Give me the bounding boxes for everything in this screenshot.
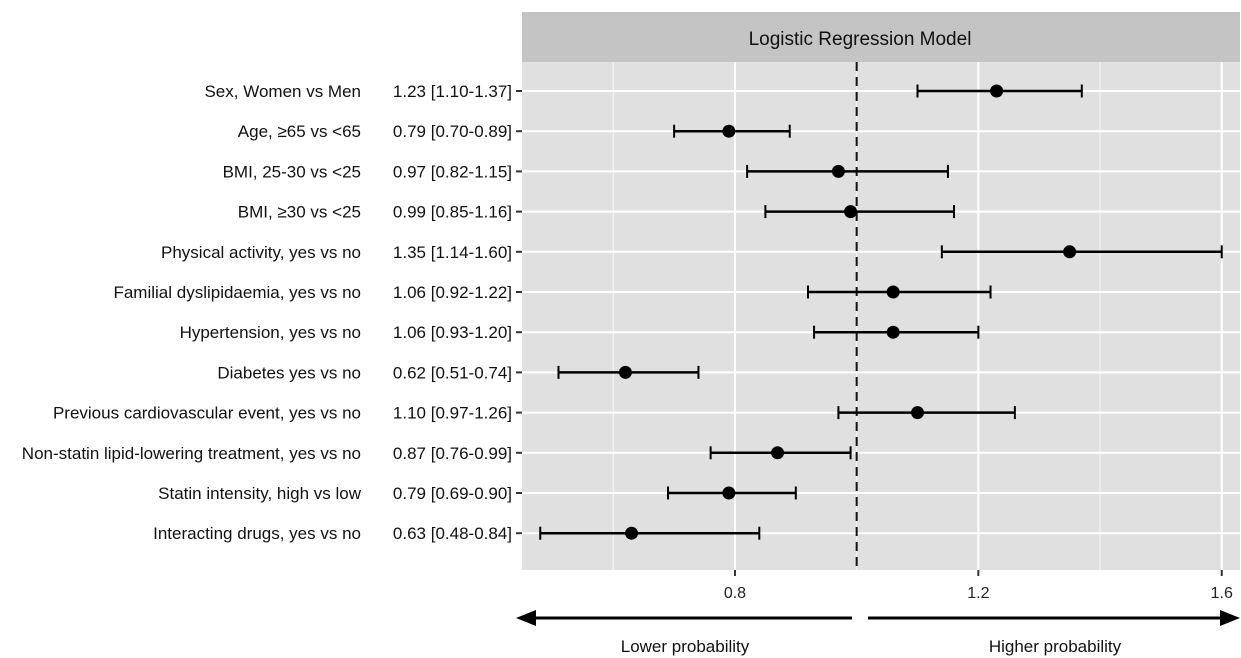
chart-title: Logistic Regression Model — [749, 29, 972, 50]
forest-row: Age, ≥65 vs <65 0.79 [0.70-0.89] — [238, 122, 791, 141]
forest-row: Previous cardiovascular event, yes vs no… — [53, 404, 1016, 423]
lower-probability-label: Lower probability — [621, 637, 750, 656]
forest-row: BMI, ≥30 vs <25 0.99 [0.85-1.16] — [238, 203, 956, 222]
row-label: Non-statin lipid-lowering treatment, yes… — [22, 444, 361, 463]
point-estimate — [911, 406, 925, 420]
forest-row: BMI, 25-30 vs <25 0.97 [0.82-1.15] — [223, 162, 949, 181]
higher-arrowhead — [1220, 610, 1240, 626]
plot-panel — [522, 62, 1240, 570]
estimate-ci-label: 0.79 [0.70-0.89] — [393, 122, 512, 141]
estimate-ci-label: 0.79 [0.69-0.90] — [393, 484, 512, 503]
row-label: Statin intensity, high vs low — [158, 484, 362, 503]
estimate-ci-label: 1.06 [0.93-1.20] — [393, 323, 512, 342]
row-label: BMI, 25-30 vs <25 — [223, 162, 361, 181]
point-estimate — [722, 486, 736, 500]
row-label: Physical activity, yes vs no — [161, 243, 361, 262]
point-estimate — [625, 526, 639, 540]
row-label: Interacting drugs, yes vs no — [153, 524, 361, 543]
estimate-ci-label: 1.10 [0.97-1.26] — [393, 404, 512, 423]
estimate-ci-label: 1.23 [1.10-1.37] — [393, 82, 512, 101]
forest-row: Statin intensity, high vs low 0.79 [0.69-… — [158, 484, 797, 503]
estimate-ci-label: 0.63 [0.48-0.84] — [393, 524, 512, 543]
panel-strip — [522, 12, 1240, 62]
point-estimate — [886, 325, 900, 339]
point-estimate — [990, 84, 1004, 98]
x-tick-label: 1.6 — [1211, 585, 1233, 602]
forest-row: Diabetes yes vs no 0.62 [0.51-0.74] — [217, 363, 700, 382]
row-label: BMI, ≥30 vs <25 — [238, 203, 361, 222]
row-label: Age, ≥65 vs <65 — [238, 122, 361, 141]
forest-row: Interacting drugs, yes vs no 0.63 [0.48-0… — [153, 524, 761, 543]
direction-arrows: Lower probability Higher probability — [516, 610, 1240, 656]
estimate-ci-label: 0.87 [0.76-0.99] — [393, 444, 512, 463]
point-estimate — [1063, 245, 1077, 259]
forest-row: Non-statin lipid-lowering treatment, yes… — [22, 444, 852, 463]
row-label: Sex, Women vs Men — [204, 82, 361, 101]
forest-row: Hypertension, yes vs no 1.06 [0.93-1.20] — [180, 323, 980, 342]
lower-arrowhead — [516, 610, 536, 626]
point-estimate — [722, 124, 736, 138]
row-label: Previous cardiovascular event, yes vs no — [53, 404, 361, 423]
point-estimate — [771, 446, 785, 460]
estimate-ci-label: 0.62 [0.51-0.74] — [393, 363, 512, 382]
point-estimate — [844, 205, 858, 219]
forest-row: Sex, Women vs Men 1.23 [1.10-1.37] — [204, 82, 1083, 101]
x-tick-label: 1.2 — [967, 585, 989, 602]
forest-row: Familial dyslipidaemia, yes vs no 1.06 [0… — [113, 283, 992, 302]
row-label: Diabetes yes vs no — [217, 363, 361, 382]
higher-probability-label: Higher probability — [989, 637, 1122, 656]
x-axis: 0.8 1.2 1.6 — [724, 570, 1233, 602]
row-label: Hypertension, yes vs no — [180, 323, 361, 342]
point-estimate — [886, 285, 900, 299]
estimate-ci-label: 1.06 [0.92-1.22] — [393, 283, 512, 302]
point-estimate — [618, 365, 632, 379]
x-tick-label: 0.8 — [724, 585, 746, 602]
point-estimate — [831, 164, 845, 178]
forest-rows: Sex, Women vs Men 1.23 [1.10-1.37] Age, ≥6… — [22, 82, 1223, 543]
estimate-ci-label: 0.99 [0.85-1.16] — [393, 203, 512, 222]
forest-row: Physical activity, yes vs no 1.35 [1.14-1… — [161, 243, 1223, 262]
row-label: Familial dyslipidaemia, yes vs no — [113, 283, 361, 302]
estimate-ci-label: 0.97 [0.82-1.15] — [393, 162, 512, 181]
estimate-ci-label: 1.35 [1.14-1.60] — [393, 243, 512, 262]
